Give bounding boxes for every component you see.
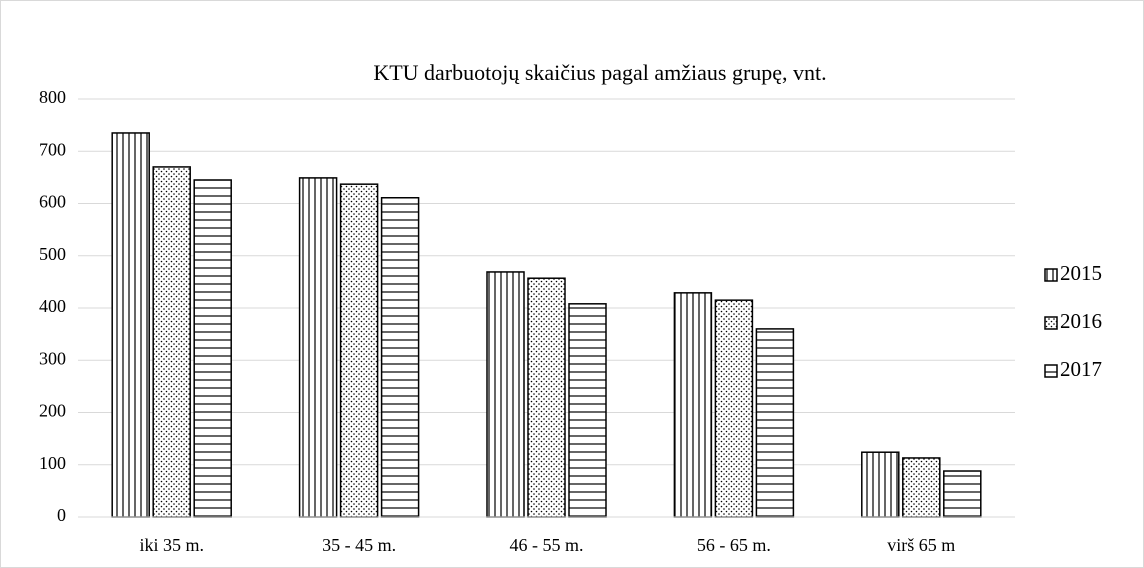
x-tick-label: virš 65 m [887,535,955,555]
chart-title: KTU darbuotojų skaičius pagal amžiaus gr… [373,60,826,85]
bar [111,132,150,518]
y-tick-label: 500 [39,244,66,264]
x-tick-label: 56 - 65 m. [697,535,771,555]
y-tick-label: 100 [39,453,66,473]
legend-label: 2016 [1060,309,1102,333]
legend-label: 2015 [1060,261,1102,285]
bar [298,177,338,518]
y-tick-label: 800 [39,87,66,107]
legend-swatch [1044,316,1058,330]
bar [380,197,420,518]
bar [486,271,525,518]
bar [673,292,713,518]
legend-swatch [1044,364,1058,378]
legend-label: 2017 [1060,357,1102,381]
legend-swatch [1044,268,1058,282]
y-tick-label: 200 [39,401,66,421]
bar [152,166,191,518]
y-tick-label: 700 [39,139,66,159]
bar [861,451,900,518]
bar [193,179,232,518]
x-tick-label: iki 35 m. [139,535,204,555]
bar [943,470,982,518]
bar [568,303,607,518]
bar [755,328,795,518]
y-tick-label: 300 [39,348,66,368]
y-tick-label: 0 [57,505,66,525]
bar [902,457,941,518]
x-tick-label: 35 - 45 m. [322,535,396,555]
x-tick-label: 46 - 55 m. [510,535,584,555]
bar [527,277,566,518]
bar [339,183,379,518]
bar [714,299,754,518]
y-tick-label: 600 [39,192,66,212]
y-tick-label: 400 [39,296,66,316]
